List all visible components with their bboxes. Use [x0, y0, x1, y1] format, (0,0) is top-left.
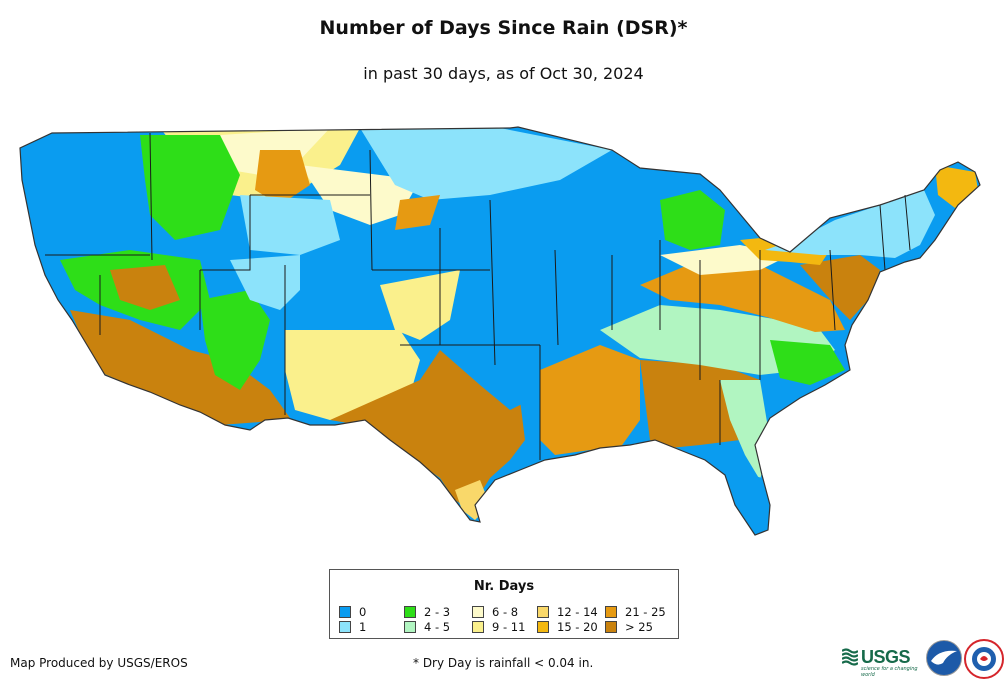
legend-label-5: 9 - 11 — [492, 620, 526, 634]
legend-item-2: 2 - 3 — [404, 605, 450, 619]
region-oklahoma-0 — [440, 340, 540, 410]
region-new-england-1 — [765, 190, 935, 258]
legend-label-8: 21 - 25 — [625, 605, 666, 619]
state-borders — [45, 132, 911, 460]
legend-title: Nr. Days — [473, 579, 535, 594]
noaa-logo — [926, 640, 962, 676]
region-nevada-gt25 — [110, 265, 180, 310]
legend-swatch-0 — [339, 606, 351, 618]
legend-label-2: 2 - 3 — [424, 605, 451, 619]
usgs-wordmark: USGS — [861, 646, 911, 667]
nws-emblem-icon — [972, 647, 996, 671]
usgs-tagline: science for a changing world — [861, 666, 918, 678]
legend-swatch-6 — [537, 606, 549, 618]
legend-item-4: 6 - 8 — [472, 605, 518, 619]
legend-item-7: 15 - 20 — [537, 620, 598, 634]
usgs-logo: USGS science for a changing world — [842, 641, 920, 678]
legend-label-9: > 25 — [625, 620, 653, 634]
map-subtitle: in past 30 days, as of Oct 30, 2024 — [363, 64, 644, 83]
legend: Nr. Days 0 1 2 - 3 4 - 5 6 - 8 9 - 11 12… — [329, 569, 679, 639]
legend-swatch-7 — [537, 621, 549, 633]
region-idaho-2-3 — [140, 135, 240, 240]
legend-swatch-2 — [404, 606, 416, 618]
usgs-waves-icon — [842, 648, 858, 666]
region-sdakota-21-25 — [395, 195, 440, 230]
region-mid-atlantic-gt25 — [800, 255, 880, 320]
legend-item-8: 21 - 25 — [605, 605, 666, 619]
legend-swatch-1 — [339, 621, 351, 633]
noaa-bird-icon — [931, 650, 957, 665]
legend-label-3: 4 - 5 — [424, 620, 451, 634]
legend-swatch-5 — [472, 621, 484, 633]
legend-swatch-3 — [404, 621, 416, 633]
region-lower-mississippi-21-25 — [540, 345, 640, 455]
region-south-florida-0 — [735, 470, 768, 535]
legend-swatch-4 — [472, 606, 484, 618]
region-texas-gt25 — [330, 350, 525, 510]
legend-item-3: 4 - 5 — [404, 620, 450, 634]
legend-item-9: > 25 — [605, 620, 653, 634]
region-ohio-valley-21-25 — [640, 260, 845, 332]
legend-label-0: 0 — [359, 605, 367, 619]
region-northwest-0 — [20, 145, 150, 270]
legend-label-7: 15 - 20 — [557, 620, 598, 634]
legend-label-4: 6 - 8 — [492, 605, 519, 619]
legend-item-6: 12 - 14 — [537, 605, 598, 619]
region-arizona-2-3 — [200, 290, 270, 390]
dry-day-footnote: * Dry Day is rainfall < 0.04 in. — [413, 656, 594, 670]
region-montana-21-25 — [255, 150, 310, 205]
legend-label-1: 1 — [359, 620, 367, 634]
producer-credit: Map Produced by USGS/EROS — [10, 656, 188, 670]
legend-swatch-8 — [605, 606, 617, 618]
legend-item-0: 0 — [339, 605, 366, 619]
region-north-1-day — [360, 128, 612, 200]
region-southwest-gt25 — [70, 310, 290, 425]
region-michigan-2-3 — [660, 190, 725, 250]
legend-swatch-9 — [605, 621, 617, 633]
region-carolina-coast-2-3 — [770, 340, 845, 385]
map-title: Number of Days Since Rain (DSR)* — [319, 17, 688, 39]
legend-label-6: 12 - 14 — [557, 605, 598, 619]
legend-item-5: 9 - 11 — [472, 620, 525, 634]
region-wyoming-1 — [240, 195, 340, 255]
nws-logo — [964, 639, 1004, 679]
legend-item-1: 1 — [339, 620, 366, 634]
region-utah-1 — [230, 255, 300, 310]
dsr-map — [19, 126, 981, 536]
